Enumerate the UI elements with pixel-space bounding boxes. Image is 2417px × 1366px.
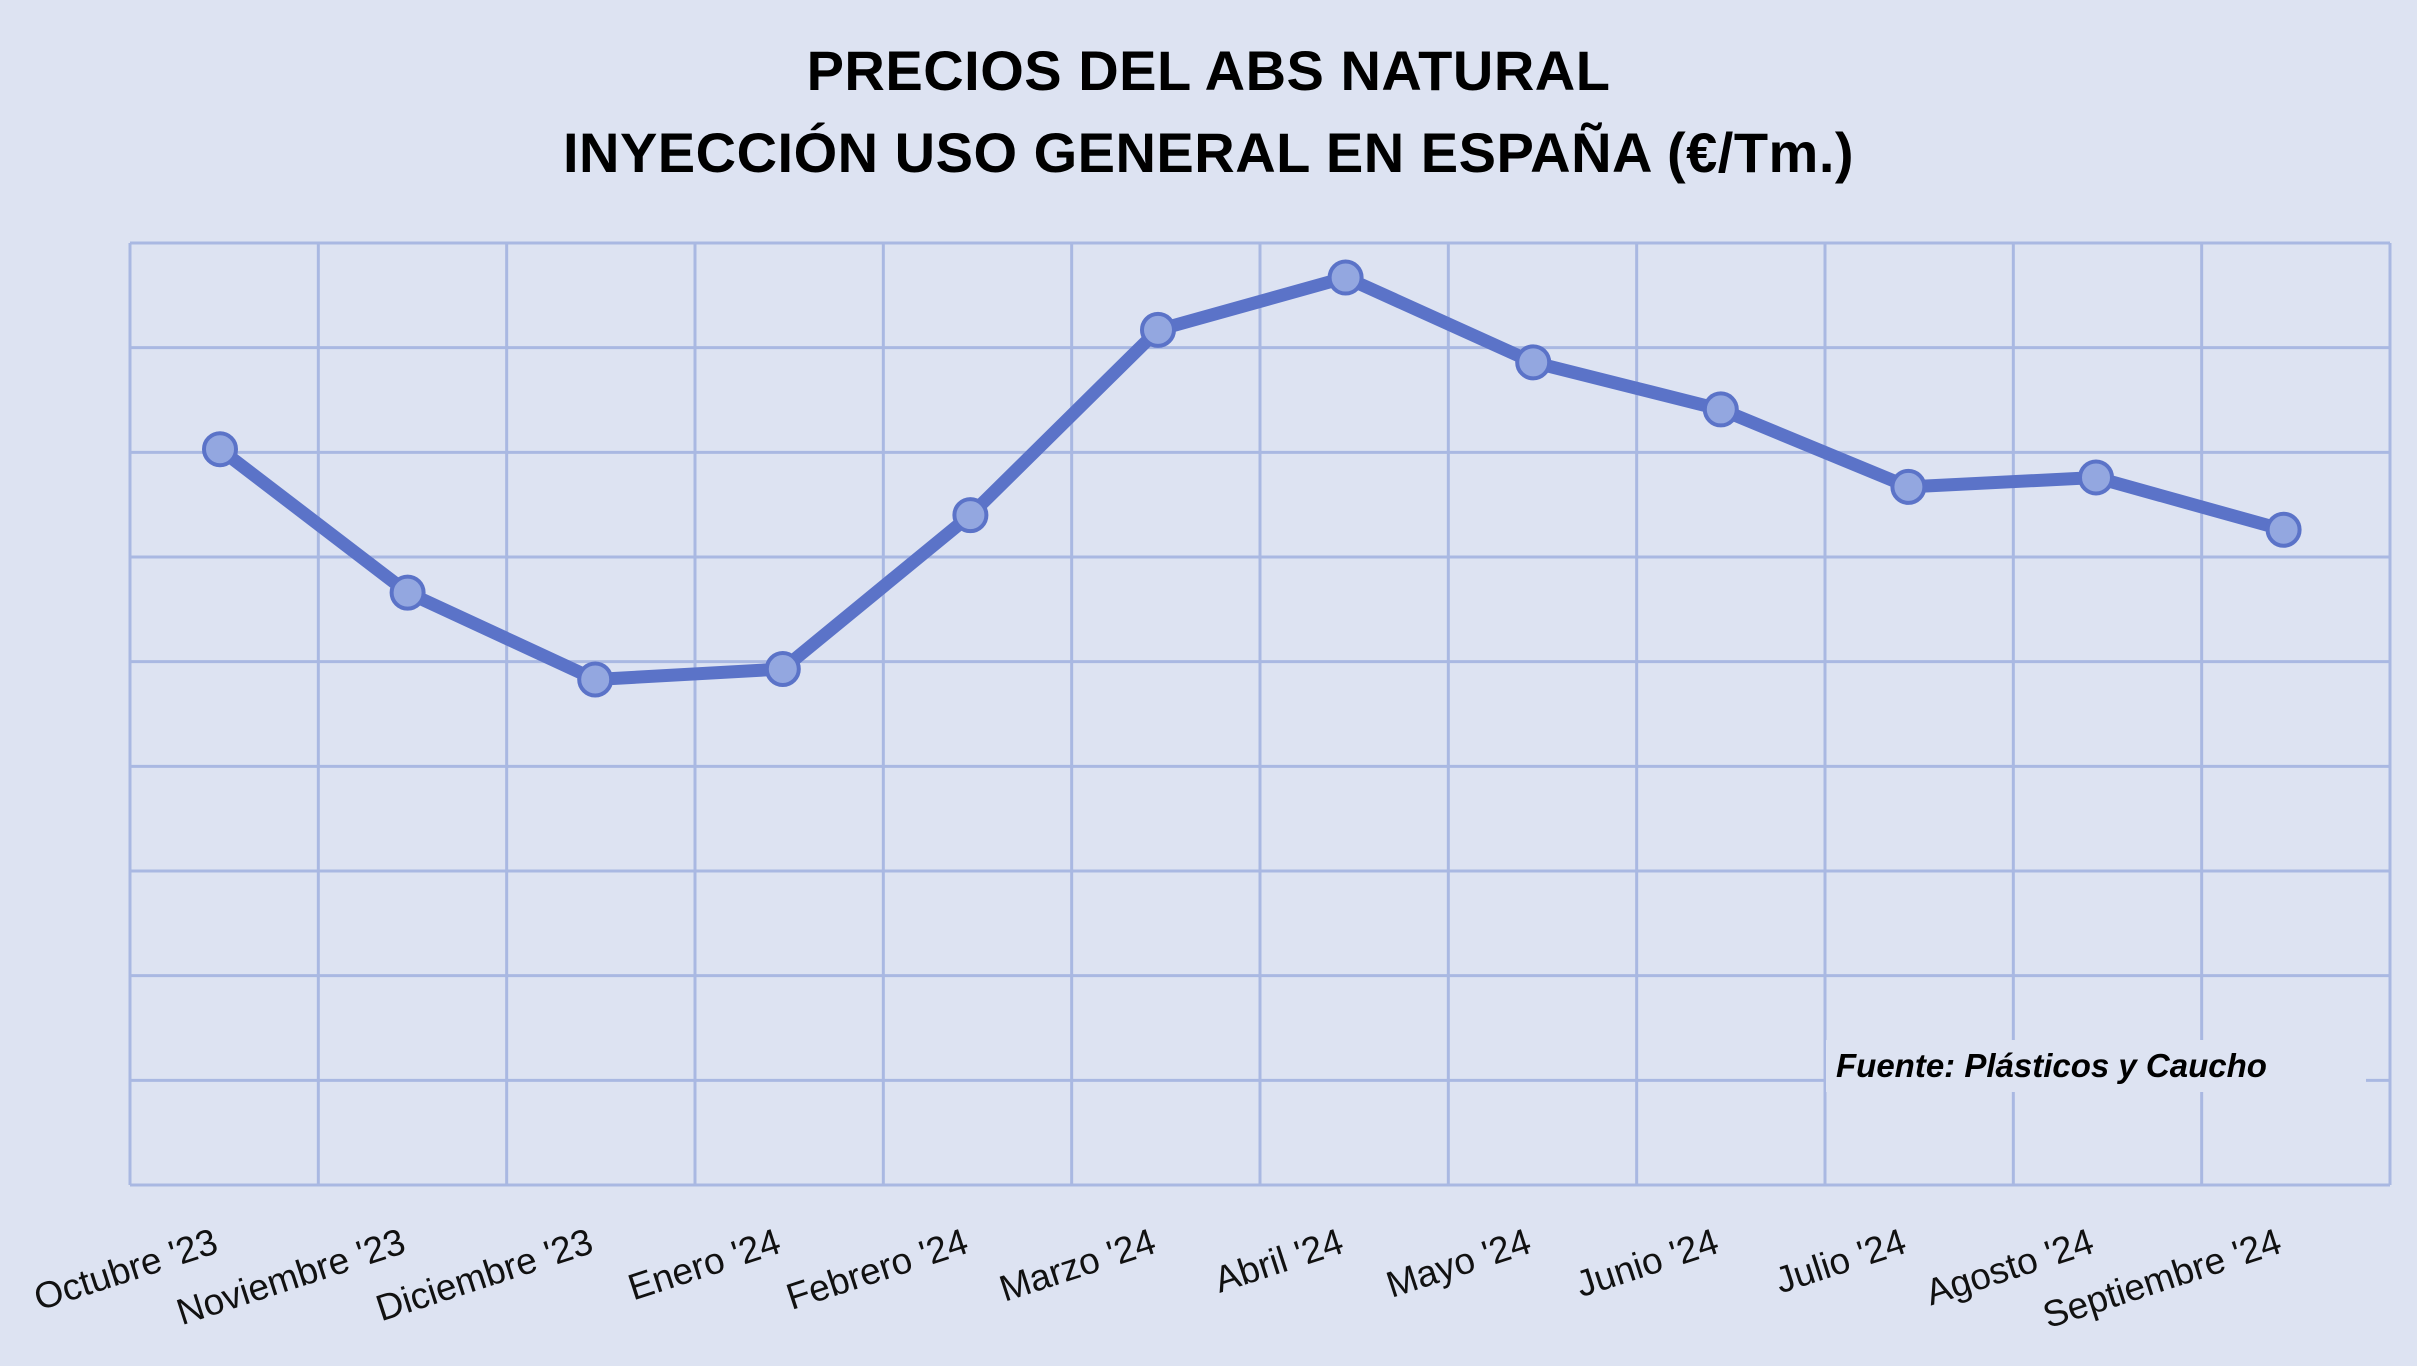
data-point-9 (1702, 391, 1739, 428)
data-point-6 (1140, 311, 1176, 348)
x-tick-label: Enero '24 (623, 1221, 785, 1309)
chart-title: PRECIOS DEL ABS NATURAL (806, 39, 1611, 102)
chart-title-block: PRECIOS DEL ABS NATURAL INYECCIÓN USO GE… (0, 30, 2417, 194)
grid-lines (128, 241, 2392, 1187)
data-point-1 (202, 431, 238, 468)
source-note: Fuente: Plásticos y Caucho (1826, 1040, 2366, 1092)
data-point-8 (1515, 344, 1552, 381)
data-point-4 (764, 650, 801, 687)
data-point-12 (2265, 511, 2302, 548)
data-point-3 (577, 661, 614, 698)
data-point-11 (2078, 459, 2114, 496)
x-tick-label: Mayo '24 (1381, 1221, 1535, 1306)
x-tick-label: Julio '24 (1770, 1221, 1911, 1302)
data-point-7 (1327, 259, 1364, 296)
x-tick-label: Diciembre '23 (371, 1221, 598, 1330)
data-point-5 (952, 497, 989, 534)
chart-subtitle: INYECCIÓN USO GENERAL EN ESPAÑA (€/Tm.) (562, 121, 1855, 184)
x-tick-label: Marzo '24 (994, 1221, 1160, 1310)
x-tick-label: Febrero '24 (781, 1221, 973, 1318)
data-point-10 (1890, 468, 1927, 505)
x-tick-label: Abril '24 (1209, 1221, 1348, 1301)
series-line (213, 271, 2291, 686)
data-point-2 (389, 574, 426, 611)
x-tick-label: Junio '24 (1571, 1221, 1723, 1305)
series-group (202, 259, 2302, 698)
